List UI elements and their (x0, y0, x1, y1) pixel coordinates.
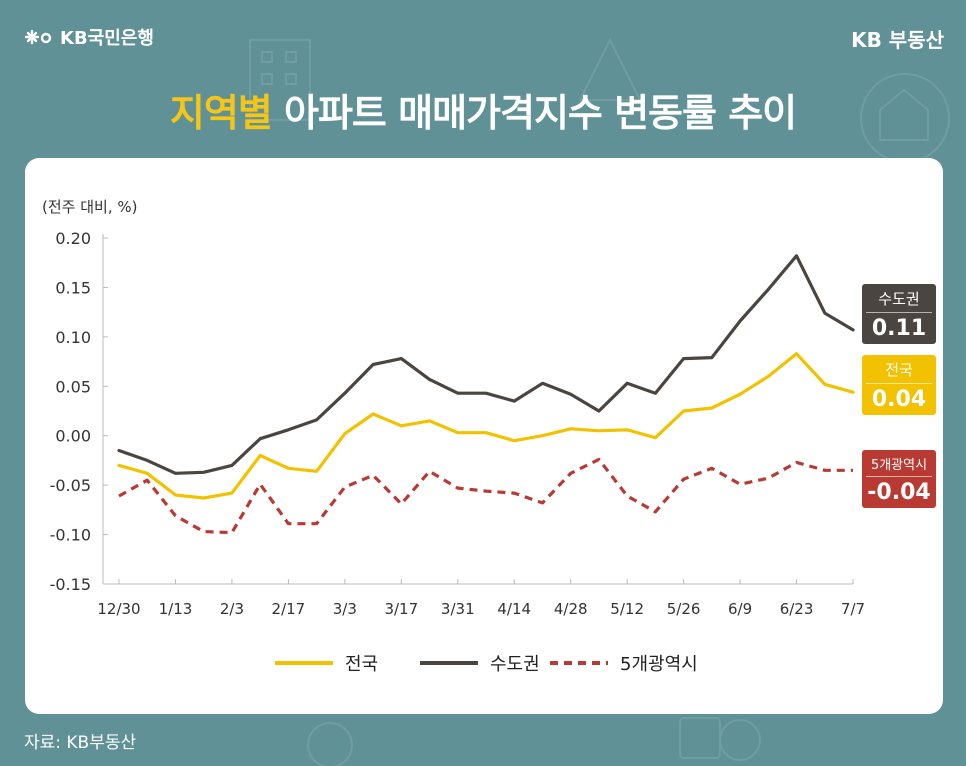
y-tick-label: 0.10 (55, 328, 91, 347)
x-tick-label: 2/17 (272, 600, 306, 618)
callout-metro5-name: 5개광역시 (870, 458, 928, 473)
x-tick-label: 1/13 (159, 600, 193, 618)
x-tick-label: 3/31 (441, 600, 475, 618)
x-tick-label: 4/28 (554, 600, 588, 618)
y-tick-label: 0.00 (55, 427, 91, 446)
series-line-national (117, 352, 855, 500)
series-line-capital (117, 254, 855, 475)
kb-bank-logo: KB국민은행 (22, 24, 154, 50)
series-line-metro5 (118, 457, 853, 535)
y-tick-label: 0.15 (55, 278, 91, 297)
callout-divider (866, 476, 932, 477)
title-rest: 아파트 매매가격지수 변동률 추이 (271, 91, 797, 135)
source-note: 자료: KB부동산 (24, 733, 137, 753)
legend-metro5-label: 5개광역시 (620, 654, 698, 675)
x-tick-label: 2/3 (220, 600, 244, 618)
callout-national-value: 0.04 (871, 387, 927, 412)
x-tick-label: 7/7 (841, 600, 865, 618)
y-tick-label: -0.10 (50, 526, 91, 545)
y-tick-label: -0.05 (50, 476, 91, 495)
x-tick-label: 12/30 (97, 600, 140, 618)
y-tick-label: -0.15 (50, 575, 91, 594)
star-logo-icon (24, 29, 52, 45)
callout-metro5: 5개광역시 -0.04 (862, 450, 936, 508)
line-chart: (전주 대비, %) 0.20 0.15 0.10 0.05 0.00 -0.05 -0.10… (42, 198, 865, 675)
callout-metro5-value: -0.04 (867, 480, 931, 505)
x-tick-label: 6/9 (728, 600, 752, 618)
callout-national-name: 전국 (885, 361, 913, 379)
x-tick-label: 5/12 (610, 600, 644, 618)
x-tick-label: 5/26 (667, 600, 701, 618)
callout-capital-value: 0.11 (871, 316, 927, 341)
y-tick-label: 0.20 (55, 229, 91, 248)
legend-capital-label: 수도권 (490, 654, 540, 675)
brand-right-text: KB 부동산 (851, 28, 944, 52)
callout-divider (866, 383, 932, 384)
legend-national-label: 전국 (345, 654, 378, 675)
unit-label: (전주 대비, %) (42, 198, 137, 216)
callout-capital-name: 수도권 (878, 290, 920, 308)
x-tick-label: 3/17 (384, 600, 418, 618)
x-tick-label: 3/3 (333, 600, 357, 618)
page-title: 지역별 아파트 매매가격지수 변동률 추이 (0, 82, 966, 137)
callout-capital: 수도권 0.11 (862, 284, 936, 344)
chart-card: (전주 대비, %) 0.20 0.15 0.10 0.05 0.00 -0.05 -0.10… (25, 158, 943, 714)
title-accent: 지역별 (169, 91, 273, 135)
brand-left-text: KB국민은행 (60, 28, 154, 49)
x-tick-label: 4/14 (497, 600, 531, 618)
x-tick-label: 6/23 (780, 600, 814, 618)
y-tick-label: 0.05 (55, 377, 91, 396)
callout-divider (866, 312, 932, 313)
callout-national: 전국 0.04 (862, 355, 936, 415)
